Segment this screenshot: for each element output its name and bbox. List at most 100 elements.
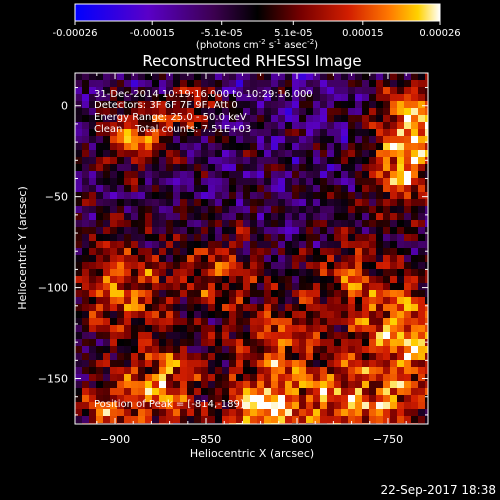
heatmap-cell bbox=[327, 241, 335, 249]
heatmap-cell bbox=[355, 416, 363, 424]
heatmap-cell bbox=[180, 248, 188, 256]
heatmap-cell bbox=[355, 164, 363, 172]
heatmap-cell bbox=[166, 206, 174, 214]
heatmap-cell bbox=[418, 192, 426, 200]
colorbar-tick-label: -0.00015 bbox=[130, 28, 175, 39]
heatmap-cell bbox=[222, 311, 230, 319]
heatmap-cell bbox=[285, 241, 293, 249]
heatmap-cell bbox=[292, 171, 300, 179]
heatmap-cell bbox=[348, 248, 356, 256]
heatmap-cell bbox=[110, 94, 118, 102]
heatmap-cell bbox=[250, 213, 258, 221]
heatmap-cell bbox=[257, 143, 265, 151]
heatmap-cell bbox=[117, 206, 125, 214]
heatmap-cell bbox=[229, 178, 237, 186]
heatmap-cell bbox=[369, 311, 377, 319]
heatmap-cell bbox=[313, 276, 321, 284]
heatmap-cell bbox=[187, 360, 195, 368]
heatmap-cell bbox=[264, 227, 272, 235]
heatmap-cell bbox=[348, 206, 356, 214]
heatmap-cell bbox=[89, 129, 97, 137]
heatmap-cell bbox=[145, 199, 153, 207]
heatmap-cell bbox=[208, 220, 216, 228]
heatmap-cell bbox=[250, 339, 258, 347]
heatmap-cell bbox=[180, 241, 188, 249]
heatmap-cell bbox=[159, 227, 167, 235]
heatmap-cell bbox=[96, 262, 104, 270]
heatmap-cell bbox=[138, 262, 146, 270]
heatmap-cell bbox=[320, 395, 328, 403]
heatmap-cell bbox=[145, 283, 153, 291]
heatmap-cell bbox=[243, 178, 251, 186]
heatmap-cell bbox=[110, 381, 118, 389]
heatmap-cell bbox=[285, 269, 293, 277]
heatmap-cell bbox=[131, 248, 139, 256]
heatmap-cell bbox=[425, 115, 428, 123]
heatmap-cell bbox=[236, 206, 244, 214]
heatmap-cell bbox=[327, 297, 335, 305]
heatmap-cell bbox=[306, 409, 314, 417]
heatmap-cell bbox=[299, 381, 307, 389]
heatmap-cell bbox=[194, 276, 202, 284]
heatmap-cell bbox=[334, 290, 342, 298]
heatmap-cell bbox=[299, 360, 307, 368]
heatmap-cell bbox=[257, 388, 265, 396]
heatmap-cell bbox=[180, 178, 188, 186]
heatmap-cell bbox=[82, 395, 90, 403]
heatmap-cell bbox=[117, 276, 125, 284]
heatmap-cell bbox=[411, 143, 419, 151]
heatmap-cell bbox=[264, 346, 272, 354]
heatmap-cell bbox=[418, 150, 426, 158]
heatmap-cell bbox=[411, 297, 419, 305]
heatmap-cell bbox=[397, 360, 405, 368]
heatmap-cell bbox=[138, 129, 146, 137]
heatmap-cell bbox=[257, 339, 265, 347]
heatmap-cell bbox=[376, 171, 384, 179]
heatmap-cell bbox=[313, 143, 321, 151]
heatmap-cell bbox=[82, 220, 90, 228]
heatmap-cell bbox=[313, 409, 321, 417]
heatmap-cell bbox=[194, 150, 202, 158]
heatmap-cell bbox=[159, 276, 167, 284]
heatmap-cell bbox=[313, 136, 321, 144]
heatmap-cell bbox=[222, 395, 230, 403]
colorbar-tick-label: -5.1e-05 bbox=[201, 28, 243, 39]
heatmap-cell bbox=[229, 374, 237, 382]
colorbar-tick-label: 0.00026 bbox=[419, 28, 460, 39]
heatmap-cell bbox=[355, 115, 363, 123]
heatmap-cell bbox=[397, 241, 405, 249]
heatmap-cell bbox=[173, 101, 181, 109]
heatmap-cell bbox=[103, 185, 111, 193]
heatmap-cell bbox=[285, 143, 293, 151]
heatmap-cell bbox=[418, 409, 426, 417]
heatmap-cell bbox=[166, 388, 174, 396]
heatmap-cell bbox=[201, 297, 209, 305]
heatmap-cell bbox=[271, 206, 279, 214]
heatmap-cell bbox=[348, 290, 356, 298]
heatmap-cell bbox=[82, 381, 90, 389]
heatmap-cell bbox=[117, 304, 125, 312]
heatmap-cell bbox=[131, 171, 139, 179]
heatmap-cell bbox=[201, 416, 209, 424]
heatmap-cell bbox=[201, 374, 209, 382]
heatmap-cell bbox=[425, 402, 428, 410]
heatmap-cell bbox=[425, 346, 428, 354]
heatmap-cell bbox=[383, 143, 391, 151]
heatmap-cell bbox=[376, 108, 384, 116]
heatmap-cell bbox=[355, 367, 363, 375]
heatmap-cell bbox=[152, 409, 160, 417]
heatmap-cell bbox=[397, 297, 405, 305]
heatmap-cell bbox=[257, 122, 265, 130]
heatmap-cell bbox=[334, 416, 342, 424]
heatmap-cell bbox=[341, 409, 349, 417]
heatmap-cell bbox=[313, 213, 321, 221]
heatmap-cell bbox=[166, 115, 174, 123]
heatmap-cell bbox=[362, 381, 370, 389]
heatmap-cell bbox=[222, 157, 230, 165]
heatmap-cell bbox=[320, 150, 328, 158]
heatmap-cell bbox=[243, 164, 251, 172]
heatmap-cell bbox=[82, 262, 90, 270]
heatmap-cell bbox=[75, 108, 83, 116]
heatmap-cell bbox=[257, 297, 265, 305]
heatmap-cell bbox=[264, 87, 272, 95]
